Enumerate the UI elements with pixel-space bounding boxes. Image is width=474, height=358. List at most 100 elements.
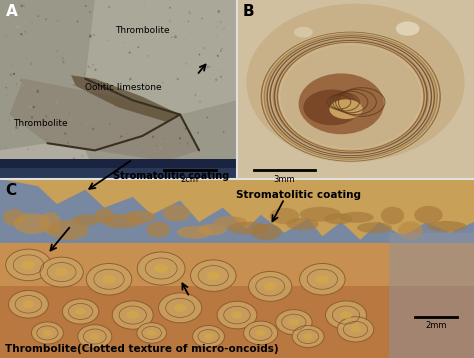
Ellipse shape bbox=[73, 158, 75, 160]
Ellipse shape bbox=[203, 47, 205, 49]
Ellipse shape bbox=[30, 63, 33, 65]
Ellipse shape bbox=[218, 144, 219, 145]
Ellipse shape bbox=[207, 66, 209, 68]
Ellipse shape bbox=[27, 19, 29, 21]
Bar bbox=[237, 0, 474, 179]
Ellipse shape bbox=[23, 301, 34, 308]
Ellipse shape bbox=[137, 323, 166, 343]
Ellipse shape bbox=[136, 168, 137, 170]
Ellipse shape bbox=[303, 90, 360, 125]
Ellipse shape bbox=[40, 257, 83, 287]
Ellipse shape bbox=[56, 50, 58, 53]
Ellipse shape bbox=[210, 132, 212, 134]
Ellipse shape bbox=[316, 275, 329, 284]
Ellipse shape bbox=[69, 168, 71, 170]
Ellipse shape bbox=[33, 106, 35, 108]
Ellipse shape bbox=[27, 149, 28, 150]
Ellipse shape bbox=[57, 20, 58, 21]
Ellipse shape bbox=[32, 96, 33, 97]
Ellipse shape bbox=[20, 33, 22, 35]
Ellipse shape bbox=[157, 44, 158, 45]
Ellipse shape bbox=[18, 11, 21, 14]
Ellipse shape bbox=[214, 216, 247, 228]
Ellipse shape bbox=[218, 10, 220, 13]
Ellipse shape bbox=[68, 170, 70, 172]
Ellipse shape bbox=[179, 142, 181, 144]
Ellipse shape bbox=[324, 213, 353, 224]
Ellipse shape bbox=[300, 207, 341, 222]
Ellipse shape bbox=[188, 11, 191, 14]
Ellipse shape bbox=[16, 83, 18, 85]
Ellipse shape bbox=[9, 9, 12, 11]
Ellipse shape bbox=[125, 166, 127, 167]
Ellipse shape bbox=[64, 132, 66, 135]
Ellipse shape bbox=[217, 301, 257, 329]
Ellipse shape bbox=[147, 55, 149, 57]
Ellipse shape bbox=[204, 334, 213, 339]
Ellipse shape bbox=[22, 84, 24, 86]
Text: 3mm: 3mm bbox=[273, 175, 295, 184]
Ellipse shape bbox=[127, 311, 139, 319]
Text: B: B bbox=[243, 4, 255, 19]
Ellipse shape bbox=[82, 34, 83, 35]
Ellipse shape bbox=[398, 221, 423, 240]
Text: Stromatolitic coating: Stromatolitic coating bbox=[112, 171, 229, 181]
Ellipse shape bbox=[50, 147, 51, 148]
Ellipse shape bbox=[161, 107, 163, 111]
Ellipse shape bbox=[221, 71, 222, 72]
Ellipse shape bbox=[37, 15, 39, 17]
Ellipse shape bbox=[191, 260, 236, 291]
Ellipse shape bbox=[68, 82, 69, 83]
Text: Thrombolite: Thrombolite bbox=[115, 26, 170, 35]
Ellipse shape bbox=[145, 158, 146, 159]
Ellipse shape bbox=[172, 37, 173, 38]
Ellipse shape bbox=[22, 261, 35, 269]
Ellipse shape bbox=[143, 151, 145, 152]
Bar bbox=[0, 179, 474, 358]
Ellipse shape bbox=[142, 173, 143, 174]
Ellipse shape bbox=[94, 68, 96, 71]
Ellipse shape bbox=[223, 131, 225, 133]
Ellipse shape bbox=[128, 142, 130, 145]
Text: Thrombolite(Clotted texture of micro-oncoids): Thrombolite(Clotted texture of micro-onc… bbox=[5, 344, 279, 354]
Ellipse shape bbox=[174, 304, 186, 312]
Ellipse shape bbox=[339, 212, 374, 223]
Ellipse shape bbox=[62, 57, 64, 59]
Ellipse shape bbox=[43, 330, 52, 336]
Ellipse shape bbox=[185, 63, 187, 65]
Text: 2cm: 2cm bbox=[181, 175, 199, 184]
Ellipse shape bbox=[72, 214, 100, 226]
Ellipse shape bbox=[210, 115, 211, 117]
Ellipse shape bbox=[177, 226, 212, 239]
Ellipse shape bbox=[141, 53, 142, 54]
Ellipse shape bbox=[71, 118, 73, 120]
Ellipse shape bbox=[223, 110, 224, 112]
Polygon shape bbox=[85, 0, 237, 115]
Ellipse shape bbox=[45, 18, 47, 20]
Ellipse shape bbox=[8, 155, 9, 156]
Ellipse shape bbox=[89, 11, 91, 13]
Ellipse shape bbox=[74, 118, 77, 121]
Ellipse shape bbox=[289, 319, 299, 326]
Ellipse shape bbox=[14, 213, 50, 234]
Ellipse shape bbox=[251, 223, 282, 240]
Ellipse shape bbox=[136, 90, 137, 91]
Text: Stromatolitic coating: Stromatolitic coating bbox=[236, 190, 361, 200]
Ellipse shape bbox=[221, 48, 223, 50]
Ellipse shape bbox=[31, 54, 33, 57]
Ellipse shape bbox=[31, 21, 33, 24]
Ellipse shape bbox=[179, 137, 181, 139]
Ellipse shape bbox=[195, 94, 196, 96]
Ellipse shape bbox=[220, 76, 222, 78]
Ellipse shape bbox=[215, 35, 217, 38]
Ellipse shape bbox=[217, 55, 219, 57]
Bar bbox=[0, 168, 237, 179]
Ellipse shape bbox=[299, 73, 384, 134]
Ellipse shape bbox=[169, 20, 171, 23]
Text: 2mm: 2mm bbox=[425, 321, 447, 330]
Bar bbox=[0, 0, 237, 179]
Ellipse shape bbox=[11, 76, 14, 79]
Ellipse shape bbox=[256, 330, 265, 336]
Ellipse shape bbox=[48, 220, 89, 240]
Ellipse shape bbox=[152, 136, 154, 138]
